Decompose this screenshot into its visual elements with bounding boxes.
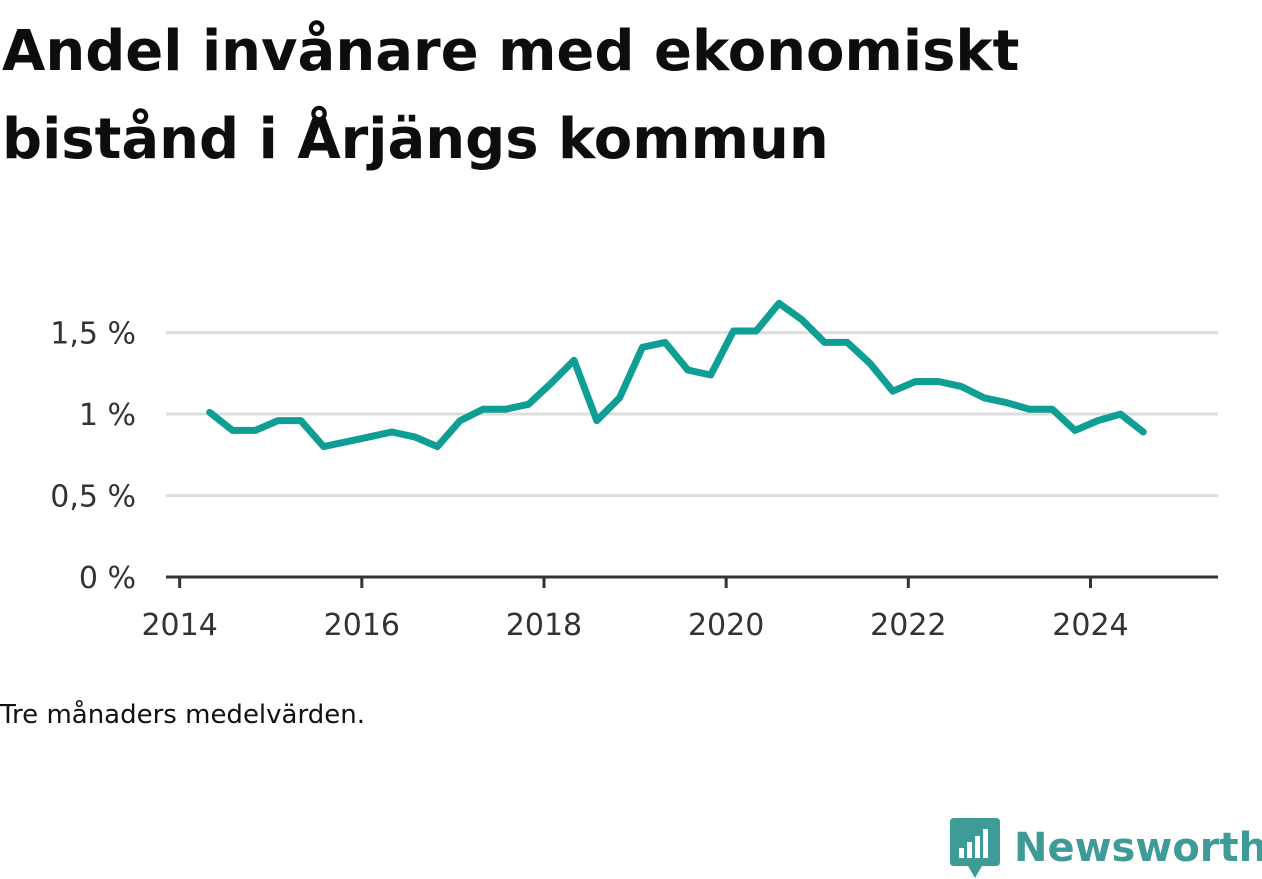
- bubble-bar-4: [983, 829, 988, 858]
- x-tick-label: 2020: [688, 608, 764, 643]
- series: [206, 299, 1147, 451]
- x-tick-label: 2014: [141, 608, 217, 643]
- x-tick-label: 2016: [324, 608, 400, 643]
- bubble-bar-3: [975, 836, 980, 858]
- chart-title: Andel invånare med ekonomiskt bistånd i …: [2, 19, 1020, 172]
- y-axis-ticks: 0 % 0,5 % 1 % 1,5 %: [50, 317, 136, 596]
- y-tick-label: 1,5 %: [50, 317, 136, 352]
- y-tick-label: 1 %: [79, 398, 136, 433]
- bar-chart-bubble-icon: [950, 818, 1000, 878]
- y-tick-label: 0 %: [79, 561, 136, 596]
- chart-note: Tre månaders medelvärden.: [0, 700, 365, 730]
- brand-logo: Newsworthy: [950, 818, 1262, 878]
- gridlines: [166, 331, 1218, 498]
- x-tick-label: 2018: [506, 608, 582, 643]
- series-line-0: [206, 299, 1147, 451]
- line-chart: 0 % 0,5 % 1 % 1,5 % 2014 2016 2018 2020 2022 202…: [50, 299, 1218, 643]
- x-tick-label: 2022: [870, 608, 946, 643]
- bubble-bar-2: [967, 842, 972, 858]
- y-tick-label: 0,5 %: [50, 480, 136, 515]
- x-axis-ticks: 2014 2016 2018 2020 2022 2024: [141, 577, 1129, 643]
- bubble-bar-1: [959, 848, 964, 858]
- x-tick-label: 2024: [1052, 608, 1128, 643]
- brand-name: Newsworthy: [1014, 825, 1262, 871]
